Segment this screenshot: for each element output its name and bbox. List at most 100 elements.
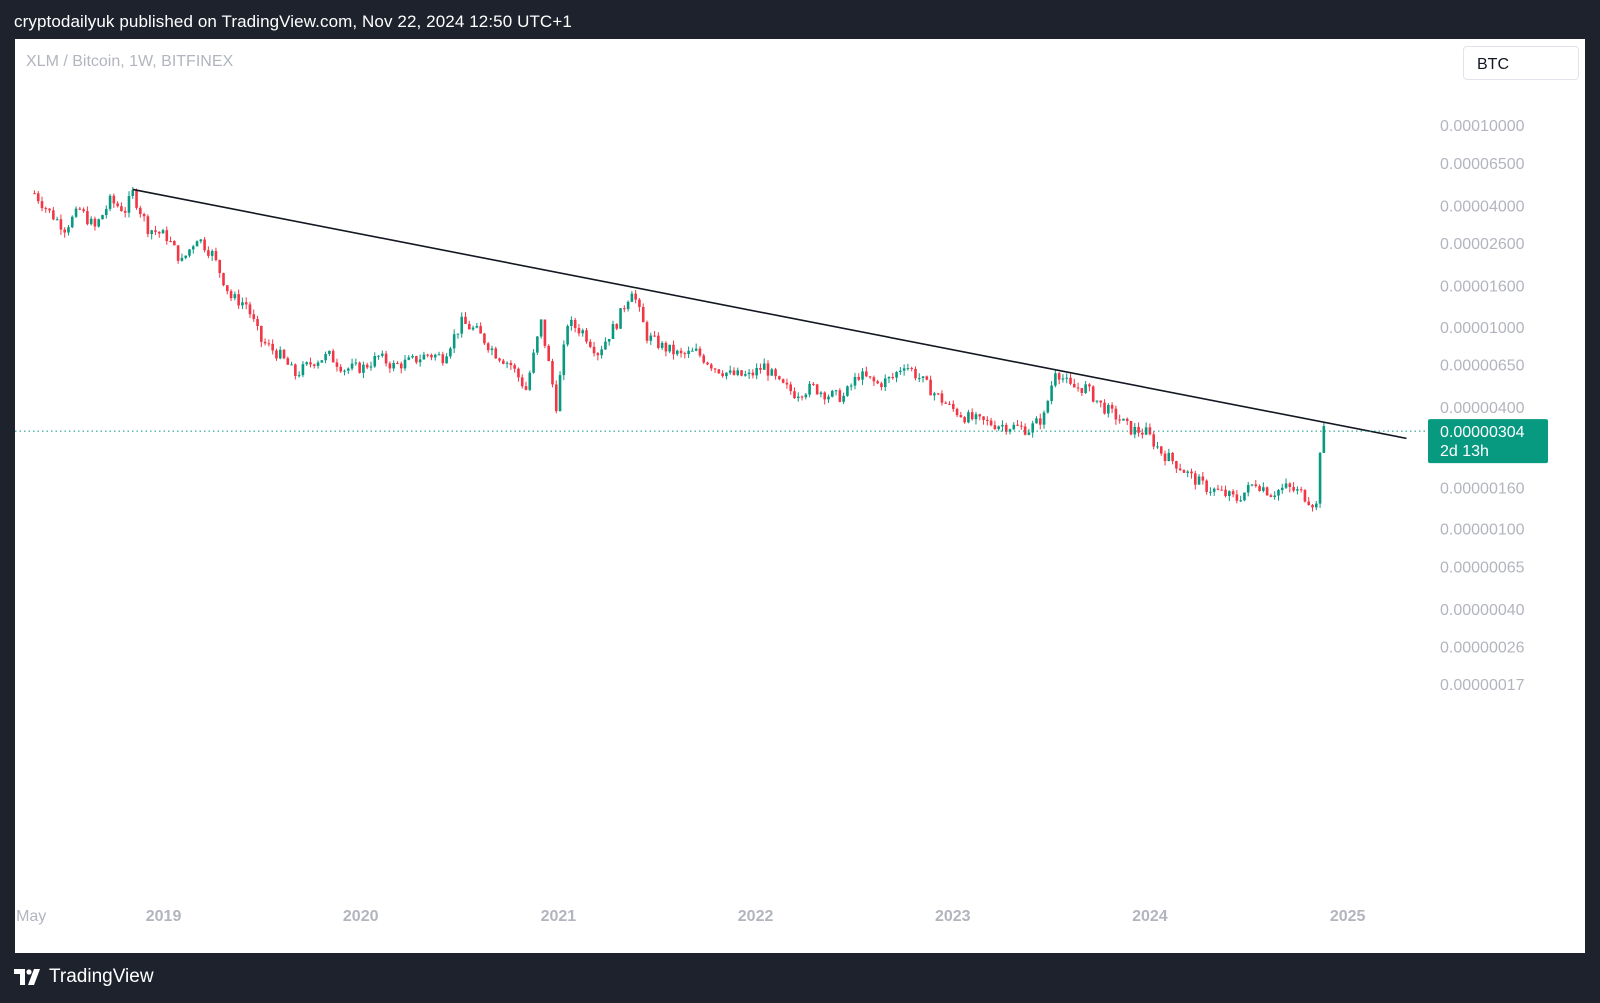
candle-up	[997, 426, 1000, 430]
candle-down	[483, 333, 486, 344]
time-tick-label: 2025	[1330, 908, 1366, 925]
candle-up	[796, 396, 800, 399]
candle-up	[600, 349, 603, 356]
candle-down	[1175, 461, 1178, 469]
candle-up	[1042, 412, 1046, 425]
price-axis[interactable]: 0.00010000 0.00006500 0.00004000 0.00002600…	[1440, 118, 1525, 694]
candle-up	[1322, 426, 1326, 453]
candle-up	[369, 366, 373, 368]
candle-down	[1205, 480, 1208, 492]
candle-down	[664, 342, 668, 352]
candle-down	[1099, 400, 1103, 403]
candle-up	[1061, 378, 1065, 380]
candle-down	[876, 381, 879, 384]
time-axis[interactable]: May 2019 2020 2021 2022 2023 2024 2025	[16, 908, 1365, 925]
last-price-box	[1428, 419, 1548, 464]
candle-up	[736, 370, 740, 375]
candle-down	[275, 350, 278, 359]
candle-up	[1246, 484, 1250, 493]
candle-down	[1038, 418, 1042, 425]
candle-down	[785, 382, 789, 385]
candle-down	[944, 402, 948, 404]
candle-up	[191, 246, 195, 250]
candle-down	[384, 353, 388, 364]
candle-down	[1311, 505, 1314, 508]
candle-up	[1065, 377, 1069, 379]
candle-up	[1027, 432, 1031, 435]
candle-down	[1023, 426, 1027, 435]
price-tick-label: 0.00001000	[1440, 320, 1525, 337]
candle-down	[252, 314, 256, 320]
candle-down	[657, 335, 660, 348]
candle-up	[104, 208, 108, 216]
candle-up	[887, 376, 891, 379]
candle-down	[339, 366, 343, 372]
candle-down	[441, 354, 445, 364]
candle-up	[819, 392, 823, 395]
candle-down	[146, 216, 150, 235]
candle-up	[362, 364, 365, 373]
candle-up	[381, 353, 384, 356]
candle-up	[1318, 452, 1322, 504]
candle-up	[902, 368, 906, 371]
candle-up	[611, 324, 615, 340]
candle-up	[1008, 429, 1012, 432]
candle-up	[320, 360, 324, 363]
candle-down	[891, 376, 895, 378]
candle-down	[86, 211, 89, 225]
candle-down	[312, 364, 316, 366]
candle-down	[1216, 488, 1220, 490]
footer-brand[interactable]: TradingView	[14, 966, 154, 988]
candle-up	[1280, 487, 1284, 491]
candle-up	[899, 370, 902, 373]
candle-down	[256, 319, 259, 326]
candle-down	[1235, 494, 1239, 501]
candle-down	[672, 344, 675, 355]
candle-down	[781, 379, 785, 383]
price-tick-label: 0.00000650	[1440, 358, 1525, 375]
price-tick-label: 0.00000400	[1440, 400, 1525, 417]
lines-layer	[15, 188, 1427, 440]
candle-down	[766, 363, 770, 376]
candle-up	[974, 414, 978, 420]
candle-down	[1004, 424, 1008, 432]
candle-down	[1076, 387, 1080, 389]
candle-down	[486, 343, 490, 351]
candle-down	[1265, 487, 1269, 496]
currency-button[interactable]: BTC	[1463, 46, 1579, 80]
symbol-label[interactable]: XLM / Bitcoin, 1W, BITFINEX	[26, 53, 234, 70]
candle-down	[970, 412, 974, 420]
candle-up	[150, 230, 153, 235]
candle-down	[426, 354, 429, 356]
candle-down	[1171, 452, 1174, 462]
candle-up	[407, 357, 411, 360]
candle-down	[1182, 470, 1186, 473]
time-tick-label: 2019	[146, 908, 182, 925]
candle-down	[634, 293, 637, 300]
candle-up	[445, 356, 448, 364]
candle-up	[346, 368, 350, 371]
candle-up	[1035, 418, 1038, 424]
candle-down	[1307, 501, 1311, 506]
candle-up	[1095, 400, 1099, 402]
candle-up	[604, 341, 607, 350]
chart-panel[interactable]: 0.00010000 0.00006500 0.00004000 0.00002600…	[15, 39, 1585, 953]
candle-down	[577, 328, 581, 334]
candle-down	[267, 343, 271, 345]
candle-down	[732, 370, 736, 375]
candle-down	[940, 393, 944, 403]
candle-down	[1114, 408, 1118, 420]
candle-up	[1122, 418, 1125, 421]
candle-up	[1031, 423, 1034, 433]
price-chart[interactable]: 0.00010000 0.00006500 0.00004000 0.00002600…	[15, 39, 1585, 953]
candle-down	[929, 379, 932, 396]
candle-down	[978, 414, 982, 417]
candle-down	[260, 325, 263, 342]
candle-down	[653, 335, 656, 337]
candle-down	[1016, 424, 1019, 426]
candle-down	[494, 348, 498, 359]
candle-down	[721, 373, 724, 377]
candle-down	[1269, 495, 1273, 497]
candle-up	[1156, 446, 1159, 448]
candle-down	[1299, 489, 1303, 491]
